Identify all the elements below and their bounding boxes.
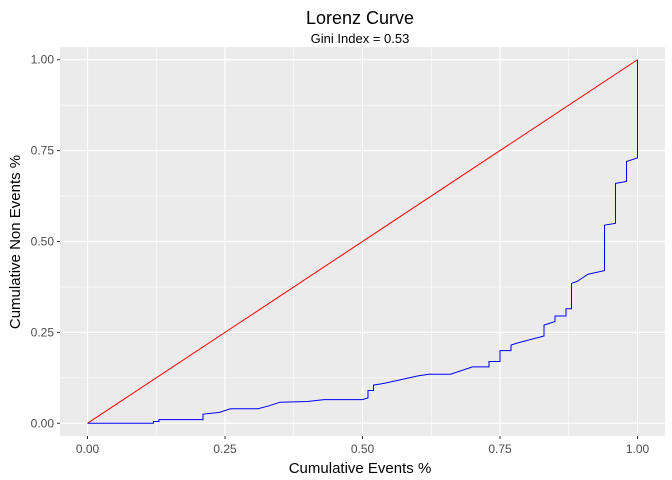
x-tick-label: 0.00 (76, 442, 100, 456)
lorenz-curve-line (87, 59, 638, 424)
y-tick-label: 1.00 (31, 53, 55, 67)
tick-labels: 0.00 0.25 0.50 0.75 1.00 0.00 0.25 0.50 0.75 1.00 (31, 53, 650, 456)
y-tick-label: 0.50 (31, 235, 55, 249)
x-tick-label: 0.50 (351, 442, 375, 456)
x-tick-label: 1.00 (626, 442, 650, 456)
x-tick-label: 0.25 (213, 442, 237, 456)
series-layer (87, 59, 638, 424)
chart-subtitle: Gini Index = 0.53 (311, 31, 410, 46)
x-axis-title: Cumulative Events % (289, 460, 432, 477)
y-tick-label: 0.00 (31, 416, 55, 430)
equality-line (87, 59, 638, 424)
y-tick-label: 0.75 (31, 144, 55, 158)
y-tick-label: 0.25 (31, 325, 55, 339)
x-tick-label: 0.75 (488, 442, 512, 456)
y-axis-title: Cumulative Non Events % (7, 155, 24, 329)
chart-title: Lorenz Curve (306, 8, 414, 28)
